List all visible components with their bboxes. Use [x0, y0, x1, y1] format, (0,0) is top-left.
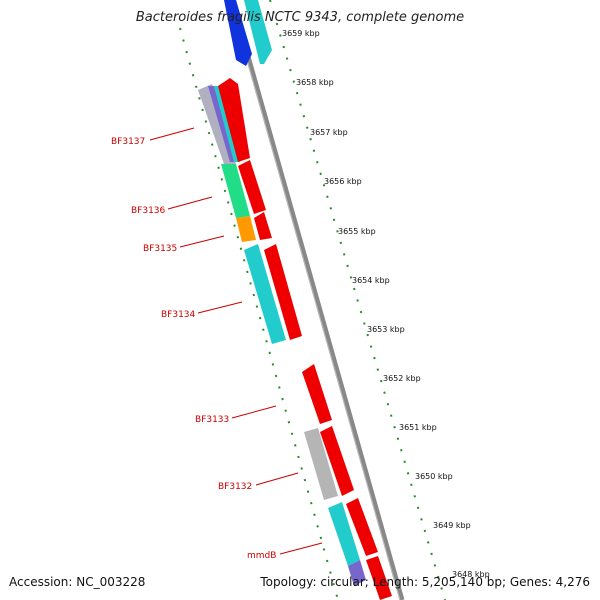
- gene-red-6[interactable]: [320, 426, 354, 496]
- genome-backbone-highlight: [229, 0, 401, 600]
- gene-red-7[interactable]: [346, 498, 378, 556]
- gene-mmdb[interactable]: [328, 502, 360, 566]
- tick-label: 3657 kbp: [310, 128, 348, 137]
- gene-red-5[interactable]: [302, 364, 332, 424]
- tick-label: 3655 kbp: [338, 227, 376, 236]
- leader-line: [167, 196, 213, 210]
- gene-label[interactable]: BF3137: [111, 137, 145, 147]
- gene-purple-bottom[interactable]: [348, 560, 366, 586]
- label-leaders: [149, 127, 323, 555]
- leader-line: [149, 127, 195, 141]
- tick-label: 3658 kbp: [296, 78, 334, 87]
- tick-label: 3653 kbp: [367, 325, 405, 334]
- leader-line: [231, 405, 277, 419]
- leader-line: [179, 235, 225, 248]
- tick-label: 3651 kbp: [399, 423, 437, 432]
- tick-label: 3648 kbp: [452, 570, 490, 579]
- scale-line-inner: [179, 27, 339, 600]
- gene-label[interactable]: mmdB: [247, 551, 276, 561]
- leader-line: [197, 301, 243, 314]
- tick-label: 3649 kbp: [433, 521, 471, 530]
- gene-cyan-top[interactable]: [244, 0, 272, 64]
- gene-label[interactable]: BF3133: [195, 415, 229, 425]
- gene-blue-top[interactable]: [224, 0, 252, 66]
- scale-line-outer: [269, 0, 446, 600]
- scale-tick-labels: 3659 kbp 3658 kbp 3657 kbp 3656 kbp 3655…: [282, 29, 490, 579]
- gene-bf3132[interactable]: [304, 428, 338, 500]
- accession-text: Accession: NC_003228: [9, 575, 146, 589]
- gene-bf3135[interactable]: [236, 216, 256, 242]
- tick-label: 3656 kbp: [324, 177, 362, 186]
- map-title: Bacteroides fragilis NCTC 9343, complete…: [135, 10, 465, 25]
- genome-backbone: [229, 0, 405, 600]
- tick-label: 3652 kbp: [383, 374, 421, 383]
- gene-red-8[interactable]: [366, 556, 392, 600]
- gene-bf3134[interactable]: [244, 244, 286, 344]
- tick-label: 3659 kbp: [282, 29, 320, 38]
- gene-labels: BF3137 BF3136 BF3135 BF3134 BF3133 BF313…: [111, 137, 276, 561]
- gene-label[interactable]: BF3134: [161, 310, 196, 320]
- tick-label: 3654 kbp: [352, 276, 390, 285]
- leader-line: [255, 472, 299, 486]
- gene-label[interactable]: BF3136: [131, 206, 166, 216]
- gene-red-3[interactable]: [254, 212, 272, 240]
- leader-line: [279, 542, 323, 555]
- gene-red-2[interactable]: [238, 160, 266, 214]
- gene-label[interactable]: BF3135: [143, 244, 177, 254]
- gene-label[interactable]: BF3132: [218, 482, 252, 492]
- gene-bf3136[interactable]: [221, 164, 250, 218]
- tick-label: 3650 kbp: [415, 472, 453, 481]
- gene-red-1[interactable]: [218, 78, 250, 162]
- gene-red-4[interactable]: [264, 244, 302, 340]
- topology-text: Topology: circular; Length: 5,205,140 bp…: [260, 575, 590, 589]
- forward-strand-genes: [218, 78, 392, 600]
